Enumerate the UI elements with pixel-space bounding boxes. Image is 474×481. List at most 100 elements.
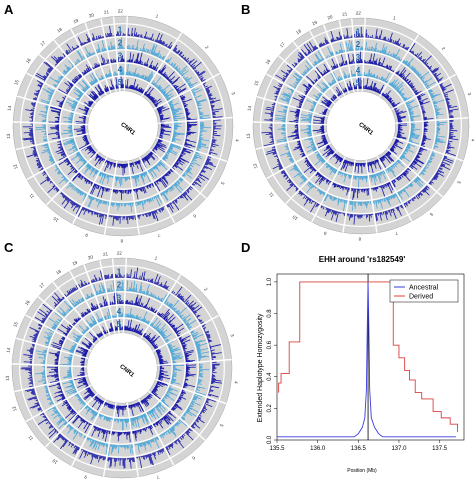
histogram-bar (47, 151, 51, 154)
histogram-bar (402, 153, 404, 156)
histogram-bar (96, 35, 98, 40)
histogram-bar (141, 61, 143, 65)
histogram-bar (369, 53, 372, 64)
histogram-bar (106, 59, 109, 64)
histogram-bar (75, 147, 78, 150)
histogram-bar (407, 107, 411, 110)
histogram-bar (377, 199, 380, 204)
histogram-bar (196, 149, 200, 152)
histogram-bar (310, 185, 315, 189)
histogram-bar (412, 197, 414, 199)
histogram-bar (195, 178, 202, 184)
histogram-bar (58, 172, 62, 175)
histogram-bar (100, 55, 105, 65)
histogram-bar (35, 90, 40, 93)
histogram-bar (318, 156, 323, 161)
histogram-bar (399, 73, 402, 77)
histogram-bar (159, 208, 161, 210)
histogram-bar (196, 147, 201, 149)
histogram-bar (163, 75, 166, 78)
histogram-bar (388, 82, 391, 85)
histogram-bar (148, 184, 152, 189)
histogram-bar (171, 63, 174, 67)
histogram-bar (95, 77, 99, 82)
histogram-bar (318, 176, 324, 183)
histogram-bar (155, 195, 161, 207)
histogram-bar (321, 159, 325, 162)
histogram-bar (409, 111, 414, 114)
histogram-bar (391, 84, 394, 87)
histogram-bar (65, 180, 69, 184)
histogram-bar (435, 173, 438, 176)
histogram-bar (145, 76, 148, 81)
histogram-bar (161, 40, 164, 45)
histogram-bar (369, 59, 371, 64)
histogram-bar (169, 145, 173, 148)
histogram-bar (323, 160, 326, 162)
histogram-bar (89, 166, 93, 170)
histogram-bar (101, 40, 106, 52)
histogram-bar (209, 149, 213, 152)
histogram-bar (160, 207, 163, 212)
histogram-bar (173, 84, 176, 87)
histogram-bar (85, 64, 91, 72)
histogram-bar (40, 110, 48, 113)
histogram-bar (297, 143, 301, 146)
histogram-bar (178, 196, 180, 198)
histogram-bar (389, 166, 391, 169)
histogram-bar (441, 161, 451, 166)
histogram-bar (419, 173, 421, 176)
histogram-bar (85, 68, 89, 73)
histogram-bar (153, 210, 159, 222)
histogram-bar (302, 177, 306, 180)
histogram-bar (89, 210, 92, 213)
histogram-bar (59, 147, 63, 150)
histogram-bar (166, 151, 169, 153)
histogram-bar (434, 143, 439, 145)
histogram-bar (310, 165, 313, 167)
histogram-bar (144, 171, 151, 183)
histogram-bar (449, 135, 456, 137)
histogram-bar (448, 108, 459, 112)
histogram-bar (151, 67, 153, 69)
histogram-bar (421, 190, 425, 193)
histogram-bar (409, 50, 412, 53)
histogram-bar (79, 73, 83, 77)
histogram-bar (48, 132, 60, 135)
histogram-bar (174, 85, 179, 89)
histogram-bar (65, 52, 68, 55)
histogram-bar (192, 158, 195, 160)
histogram-bar (435, 172, 440, 175)
histogram-bar (133, 175, 138, 187)
histogram-bar (134, 175, 137, 183)
histogram-bar (43, 170, 46, 173)
histogram-bar (411, 163, 413, 165)
histogram-bar (149, 80, 151, 83)
histogram-bar (96, 199, 101, 208)
histogram-bar (379, 158, 383, 162)
histogram-bar (46, 149, 50, 151)
histogram-bar (171, 76, 180, 85)
histogram-bar (314, 169, 316, 172)
histogram-bar (164, 43, 167, 47)
histogram-bar (385, 64, 388, 69)
histogram-bar (346, 200, 348, 204)
histogram-bar (40, 101, 50, 105)
histogram-bar (106, 175, 111, 184)
histogram-bar (383, 92, 388, 97)
histogram-bar (75, 60, 79, 64)
histogram-bar (163, 73, 167, 77)
histogram-bar (50, 160, 55, 163)
histogram-bar (192, 89, 203, 95)
histogram-bar (419, 173, 422, 176)
histogram-bar (403, 98, 405, 100)
histogram-bar (408, 184, 412, 188)
histogram-bar (82, 55, 86, 60)
histogram-bar (378, 61, 381, 66)
histogram-bar (70, 82, 74, 86)
histogram-bar (72, 49, 74, 51)
histogram-bar (394, 85, 399, 90)
histogram-bar (164, 94, 168, 97)
histogram-bar (61, 101, 64, 103)
histogram-bar (135, 59, 137, 64)
